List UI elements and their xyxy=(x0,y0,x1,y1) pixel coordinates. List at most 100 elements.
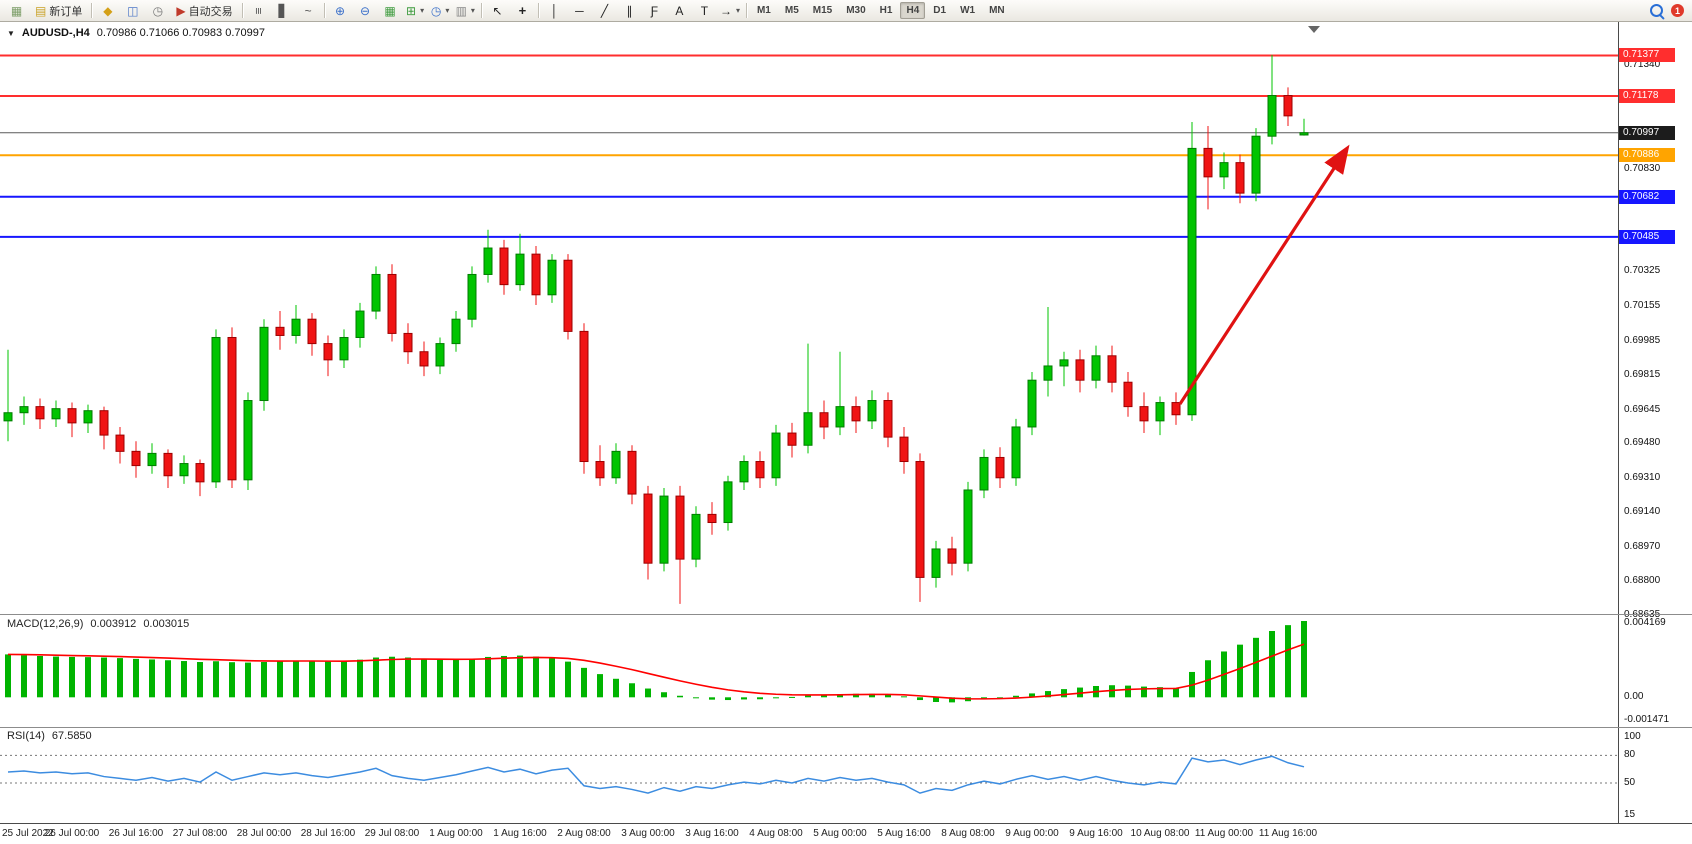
fibonacci-button[interactable]: Ƒ xyxy=(642,1,667,21)
timeframe-h1[interactable]: H1 xyxy=(879,5,893,16)
time-axis-label: 9 Aug 16:00 xyxy=(1069,828,1123,839)
price-axis-label: 0.69140 xyxy=(1624,506,1661,518)
one-click-trading-toggle[interactable]: ▼ xyxy=(7,28,15,38)
rsi-axis-label: 100 xyxy=(1624,731,1641,742)
auto-trading-button[interactable]: ▶ 自动交易 xyxy=(170,1,238,21)
ohlc-label: 0.70986 0.71066 0.70983 0.70997 xyxy=(96,27,265,39)
zoom-out-icon: ⊖ xyxy=(360,3,371,18)
timeframe-h4[interactable]: H4 xyxy=(900,2,926,19)
indicators-icon: ⊞ xyxy=(406,3,417,18)
timeframe-m1[interactable]: M1 xyxy=(756,5,771,16)
market-depth-button[interactable]: ◆ xyxy=(95,1,120,21)
search-icon[interactable] xyxy=(1650,4,1663,17)
rsi-axis-label: 50 xyxy=(1624,777,1636,788)
candle-chart-button[interactable]: ▋ xyxy=(271,1,296,21)
navigator-icon: ◫ xyxy=(127,3,139,18)
data-window-icon: ◷ xyxy=(152,3,164,18)
time-axis-label: 1 Aug 00:00 xyxy=(429,828,483,839)
time-axis-label: 11 Aug 00:00 xyxy=(1194,828,1254,839)
macd-title: MACD(12,26,9) xyxy=(7,618,84,630)
new-chart-button[interactable]: ▦ xyxy=(4,1,29,21)
line-chart-icon: ~ xyxy=(304,3,312,18)
time-axis-label: 29 Jul 08:00 xyxy=(364,828,420,839)
label-button[interactable]: T xyxy=(692,1,717,21)
trendline-button[interactable]: ╱ xyxy=(592,1,617,21)
rsi-panel-separator[interactable] xyxy=(0,727,1692,728)
trend-arrow[interactable] xyxy=(1178,144,1350,405)
bar-chart-button[interactable]: ≡ xyxy=(246,1,271,21)
horizontal-line-button[interactable]: ─ xyxy=(567,1,592,21)
time-axis-label: 28 Jul 16:00 xyxy=(300,828,356,839)
macd-axis-label: -0.001471 xyxy=(1624,714,1670,725)
time-axis-label: 25 Jul 2022 xyxy=(2,828,54,839)
indicators-button[interactable]: ⊞ ▾ xyxy=(403,1,428,21)
text-icon: A xyxy=(675,3,684,18)
horizontal-level-lines[interactable] xyxy=(0,54,1618,238)
chevron-down-icon: ▾ xyxy=(420,6,425,15)
time-axis-label: 2 Aug 08:00 xyxy=(557,828,611,839)
auto-trading-button-label: 自动交易 xyxy=(188,5,233,18)
new-order-button[interactable]: ▤ 新订单 xyxy=(29,1,88,21)
zoom-out-button[interactable]: ⊖ xyxy=(353,1,378,21)
new-chart-icon: ▦ xyxy=(10,3,23,18)
timeframe-w1[interactable]: W1 xyxy=(960,5,976,16)
tile-windows-icon: ▦ xyxy=(384,3,396,18)
timeframe-d1[interactable]: D1 xyxy=(933,5,947,16)
trendline-icon: ╱ xyxy=(600,3,609,18)
symbol-label: AUDUSD-,H4 xyxy=(21,27,90,39)
chevron-down-icon: ▾ xyxy=(445,6,450,15)
navigator-button[interactable]: ◫ xyxy=(120,1,145,21)
line-chart-button[interactable]: ~ xyxy=(296,1,321,21)
toolbar-separator xyxy=(91,3,93,18)
time-axis-label: 26 Jul 00:00 xyxy=(44,828,100,839)
chart-title: ▼ AUDUSD-,H4 0.70986 0.71066 0.70983 0.7… xyxy=(7,27,265,39)
time-axis-label: 5 Aug 16:00 xyxy=(877,828,931,839)
price-axis-label: 0.69645 xyxy=(1624,403,1661,415)
time-axis[interactable]: 25 Jul 2022 26 Jul 00:00 26 Jul 16:00 27 Ju… xyxy=(0,823,1692,844)
cursor-button[interactable]: ↖ xyxy=(485,1,510,21)
arrows-button[interactable]: → ▾ xyxy=(717,1,743,21)
zoom-in-button[interactable]: ⊕ xyxy=(328,1,353,21)
timeframe-m30[interactable]: M30 xyxy=(846,5,866,16)
crosshair-button[interactable]: + xyxy=(510,1,535,21)
notification-badge[interactable]: 1 xyxy=(1671,4,1684,17)
time-axis-label: 5 Aug 00:00 xyxy=(813,828,867,839)
horizontal-line-icon: ─ xyxy=(575,3,584,18)
vertical-line-button[interactable]: │ xyxy=(542,1,567,21)
rsi-label: RSI(14) 67.5850 xyxy=(7,730,92,742)
timeframe-mn[interactable]: MN xyxy=(989,5,1005,16)
text-button[interactable]: A xyxy=(667,1,692,21)
channel-button[interactable]: ∥ xyxy=(617,1,642,21)
templates-icon: ▥ xyxy=(455,3,467,18)
chevron-down-icon: ▾ xyxy=(735,6,740,15)
timeframe-m5[interactable]: M5 xyxy=(784,5,799,16)
macd-panel-separator[interactable] xyxy=(0,614,1692,615)
crosshair-icon: + xyxy=(518,3,527,18)
macd-axis-label: 0.00 xyxy=(1624,691,1644,703)
price-axis[interactable]: 0.71340 0.70830 0.70325 0.70155 0.69985 0.698… xyxy=(1618,22,1692,823)
toolbar: ▦ ▤ 新订单 ◆ ◫ ◷ ▶ 自动交易 ≡ ▋ ~ ⊕ ⊖ ▦ ⊞ ▾ ◷ ▾ ▥ ▾ ↖ + │ ─ ╱ ∥ Ƒ A T → ▾ M1 M… xyxy=(0,0,1692,22)
chart-shift-marker[interactable] xyxy=(1308,26,1320,33)
templates-button[interactable]: ▥ ▾ xyxy=(453,1,478,21)
toolbar-separator xyxy=(323,3,325,18)
periods-button[interactable]: ◷ ▾ xyxy=(428,1,453,21)
price-axis-label: 0.69985 xyxy=(1624,334,1661,346)
macd-signal-line xyxy=(7,643,1305,700)
price-axis-label: 0.68800 xyxy=(1624,575,1661,587)
data-window-button[interactable]: ◷ xyxy=(145,1,170,21)
timeframe-m15[interactable]: M15 xyxy=(812,5,833,16)
rsi-indicator xyxy=(0,754,1618,794)
new-order-button-label: 新订单 xyxy=(49,5,83,18)
price-axis-label: 0.69480 xyxy=(1624,437,1661,449)
tile-windows-button[interactable]: ▦ xyxy=(378,1,403,21)
rsi-axis-label: 15 xyxy=(1624,809,1636,821)
price-axis-label: 0.71340 xyxy=(1624,59,1661,70)
time-axis-label: 4 Aug 08:00 xyxy=(749,828,803,839)
toolbar-separator xyxy=(537,3,539,18)
arrows-icon: → xyxy=(719,3,732,18)
auto-trading-icon: ▶ xyxy=(176,3,186,18)
new-order-icon: ▤ xyxy=(35,3,47,18)
macd-indicator xyxy=(5,621,1307,703)
